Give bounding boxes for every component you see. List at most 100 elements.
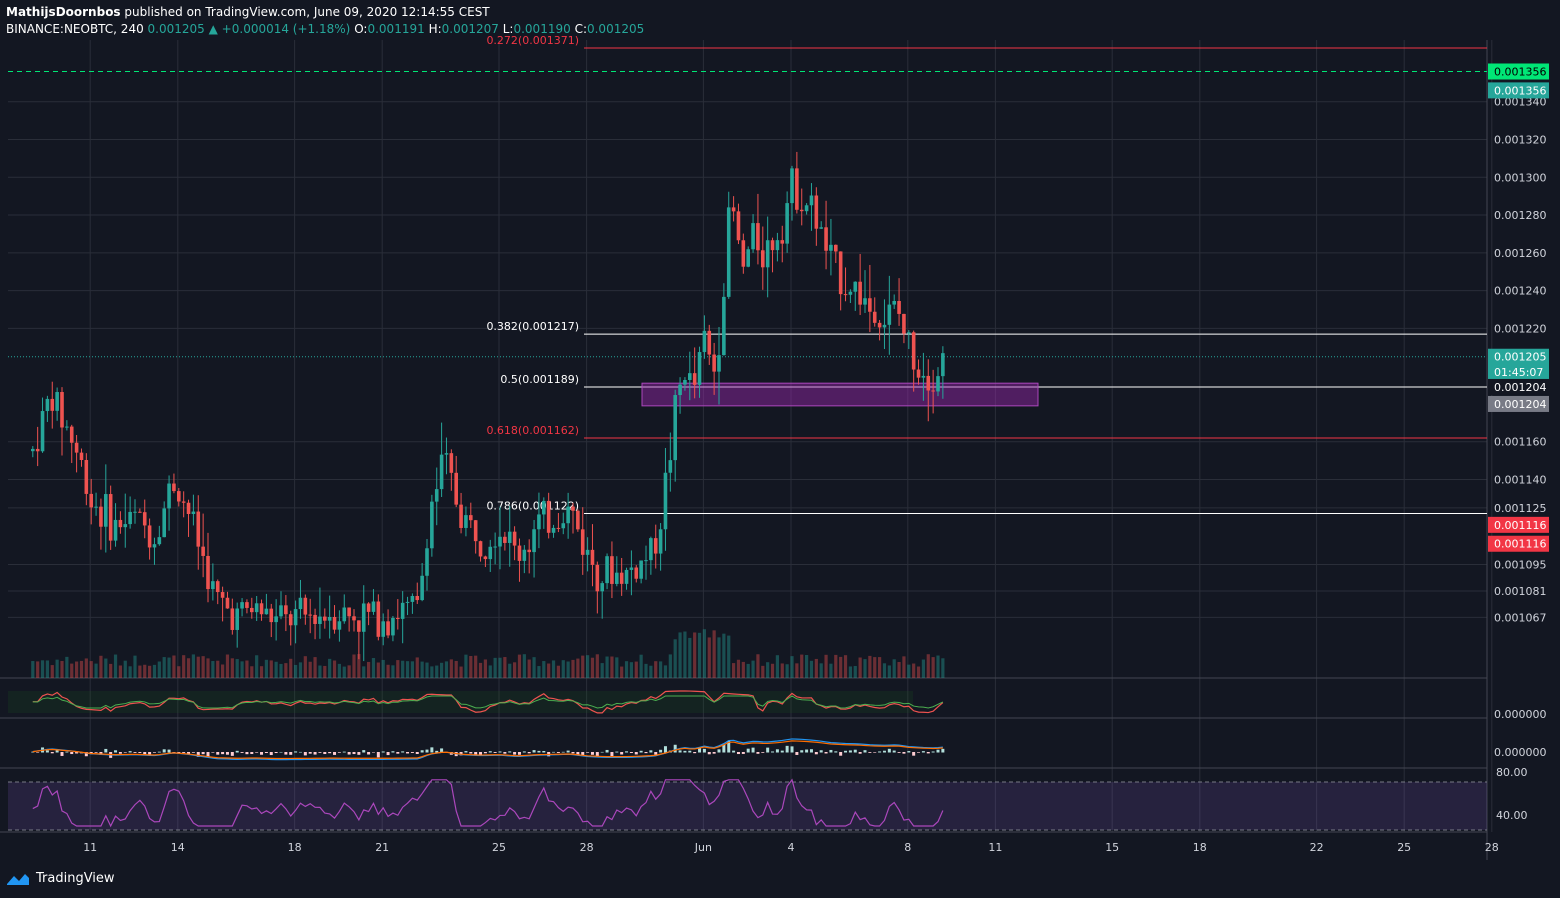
tradingview-footer[interactable]: TradingView	[6, 871, 115, 886]
volume-bar	[109, 663, 113, 678]
macd-histogram-bar	[410, 752, 414, 753]
volume-bar	[303, 656, 307, 678]
time-tick-label: Jun	[694, 841, 712, 854]
candle-body	[89, 493, 93, 508]
candle-body	[712, 354, 716, 372]
osc-fast-line	[32, 690, 944, 714]
candle-body	[177, 491, 181, 502]
candle-body	[512, 531, 517, 546]
volume-bar	[415, 657, 419, 678]
macd-histogram-bar	[809, 749, 813, 753]
price-badge-text: 01:45:07	[1494, 366, 1543, 379]
candle-body	[215, 581, 220, 593]
macd-histogram-bar	[352, 752, 356, 755]
candle-body	[585, 549, 590, 555]
volume-bar	[362, 666, 366, 678]
volume-bar	[639, 654, 643, 678]
price-badge	[1488, 363, 1549, 380]
symbol-label[interactable]: BINANCE:NEOBTC, 240	[6, 22, 144, 36]
candle-body	[235, 608, 239, 630]
time-tick-label: 4	[788, 841, 795, 854]
candle-body	[926, 375, 931, 391]
macd-histogram-bar	[931, 751, 935, 753]
volume-bar	[420, 661, 424, 678]
time-tick-label: 11	[988, 841, 1002, 854]
candle-body	[571, 506, 575, 511]
author-name[interactable]: MathijsDoornbos	[6, 5, 121, 19]
candle-body	[332, 616, 337, 630]
macd-histogram-bar	[629, 752, 633, 754]
volume-bar	[882, 663, 887, 678]
candle-body	[342, 607, 347, 622]
macd-histogram-bar	[654, 752, 658, 755]
candle-body	[683, 380, 687, 385]
candle-body	[157, 537, 162, 545]
volume-bar	[75, 661, 79, 678]
macd-histogram-bar	[230, 752, 234, 756]
candle-body	[527, 549, 531, 553]
candle-body	[829, 244, 833, 251]
rsi-line	[32, 778, 944, 828]
candle-body	[104, 494, 108, 527]
volume-bar	[814, 658, 818, 678]
macd-histogram-bar	[766, 747, 770, 753]
macd-histogram-bar	[245, 752, 249, 755]
candle-body	[420, 575, 424, 601]
macd-histogram-bar	[240, 752, 244, 753]
macd-histogram-bar	[435, 750, 439, 753]
time-tick-label: 8	[904, 841, 911, 854]
candle-body	[254, 603, 259, 613]
macd-histogram-bar	[858, 752, 862, 754]
candle-body	[615, 572, 619, 584]
tradingview-logo-icon	[7, 873, 29, 885]
candle-body	[337, 621, 342, 630]
candle-body	[634, 567, 639, 579]
volume-bar	[40, 660, 45, 678]
macd-histogram-bar	[94, 752, 98, 753]
volume-bar	[245, 660, 249, 678]
macd-histogram-bar	[45, 750, 49, 753]
macd-histogram-bar	[732, 750, 736, 753]
volume-bar	[347, 665, 351, 678]
volume-bar	[907, 664, 911, 678]
candle-body	[610, 556, 614, 584]
volume-bar	[590, 657, 595, 678]
volume-bar	[162, 657, 166, 678]
candle-body	[653, 538, 658, 554]
candle-body	[731, 207, 736, 212]
candle-body	[590, 549, 595, 565]
macd-histogram-bar	[839, 752, 843, 756]
macd-histogram-bar	[552, 751, 556, 753]
macd-histogram-bar	[683, 750, 687, 753]
macd-histogram-bar	[60, 752, 64, 756]
volume-bar	[50, 665, 54, 678]
macd-histogram-bar	[702, 748, 706, 753]
macd-histogram-bar	[70, 752, 74, 755]
candle-body	[347, 607, 351, 617]
candle-body	[40, 411, 45, 452]
volume-bar	[644, 663, 648, 678]
macd-histogram-bar	[790, 746, 794, 753]
volume-bar	[221, 664, 225, 678]
volume-bar	[269, 660, 273, 678]
macd-histogram-bar	[488, 751, 492, 753]
candle-body	[580, 529, 585, 555]
candle-body	[181, 501, 186, 503]
high-label: H:	[428, 22, 442, 36]
macd-histogram-bar	[800, 750, 804, 753]
macd-histogram-bar	[191, 752, 195, 753]
candle-body	[726, 207, 731, 297]
candle-body	[225, 597, 230, 609]
macd-histogram-bar	[829, 749, 833, 753]
macd-histogram-bar	[561, 751, 565, 753]
volume-bar	[624, 661, 629, 678]
volume-bar	[770, 663, 775, 678]
volume-bar	[697, 632, 702, 678]
volume-bar	[371, 658, 376, 678]
macd-histogram-bar	[751, 747, 755, 753]
volume-bar	[386, 664, 390, 678]
volume-bar	[376, 662, 380, 678]
low-label: L:	[502, 22, 514, 36]
volume-bar	[148, 665, 152, 678]
